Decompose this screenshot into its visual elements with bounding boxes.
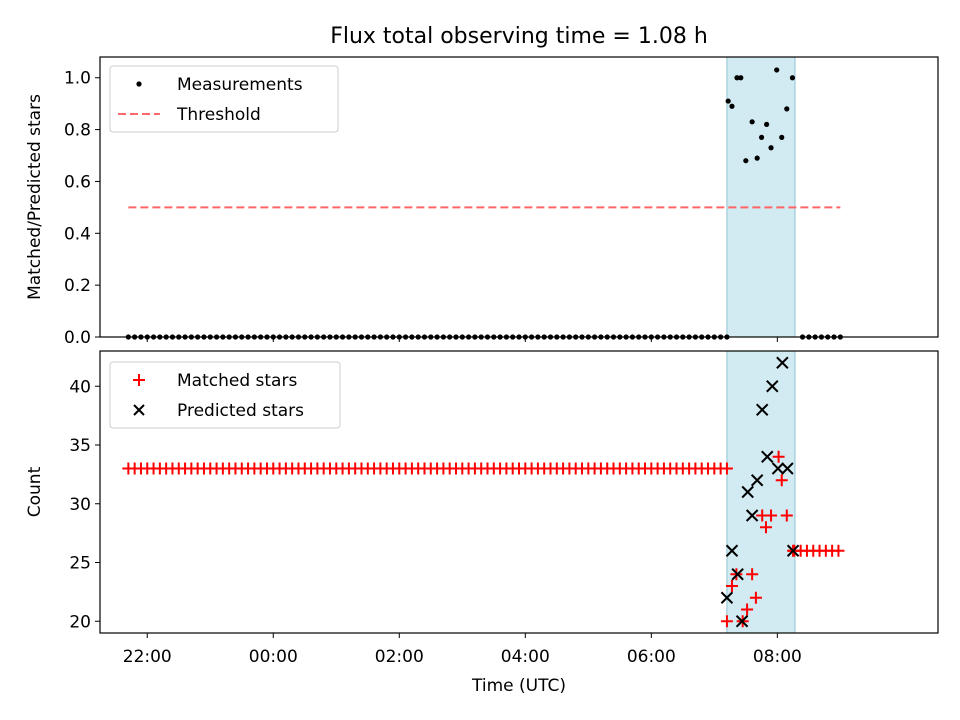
matched-star-point	[775, 474, 788, 487]
star-count-legend: Matched stars Predicted stars	[109, 361, 341, 429]
y-tick-label: 1.0	[64, 69, 91, 89]
measurement-point	[743, 158, 749, 164]
star-count-legend-box	[109, 361, 341, 429]
measurements-legend-marker	[136, 81, 142, 87]
matched-star-point	[765, 509, 778, 522]
predicted-stars-legend-label: Predicted stars	[177, 401, 304, 421]
matched-star-point	[725, 580, 738, 592]
threshold-legend-label: Threshold	[176, 105, 261, 125]
measurement-point	[734, 75, 740, 81]
predicted-star-point	[761, 450, 774, 463]
y-tick-label: 0.8	[64, 121, 91, 141]
flux-ratio-legend-box	[109, 65, 339, 133]
y-tick-label: 0.0	[64, 328, 91, 348]
measurement-point	[729, 103, 735, 109]
predicted-star-point	[776, 356, 789, 369]
flux-ratio-highlight-band	[726, 56, 796, 338]
y-tick-label: 0.6	[64, 172, 91, 192]
x-tick-label: 04:00	[501, 647, 550, 667]
matched-stars-legend-label: Matched stars	[177, 371, 297, 391]
y-tick-label: 30	[69, 495, 91, 515]
matched-star-point	[720, 462, 733, 475]
measurement-point	[789, 75, 796, 81]
measurement-point	[749, 119, 755, 125]
star-count-panel: 20 25 30 35 40 22:00 00:00 02:00 04:00 06:00 08:0…	[25, 350, 939, 667]
x-tick-label: 02:00	[375, 647, 424, 667]
x-tick-label: 00:00	[249, 647, 298, 667]
matched-star-point	[759, 521, 772, 534]
y-tick-label: 25	[69, 554, 91, 574]
star-count-y-ticks: 20 25 30 35 40	[69, 377, 100, 632]
measurement-point	[758, 134, 765, 140]
predicted-star-point	[786, 544, 800, 557]
matched-star-point	[720, 615, 733, 628]
measurement-point	[774, 67, 780, 73]
flux-ratio-plot-frame	[99, 56, 939, 338]
predicted-star-point	[750, 474, 764, 487]
measurement-point	[768, 145, 774, 151]
y-tick-label: 40	[69, 377, 91, 397]
star-count-plot-frame	[99, 350, 939, 634]
measurement-point	[784, 106, 790, 112]
predicted-stars-legend-marker	[133, 404, 145, 416]
y-tick-label: 0.4	[64, 224, 91, 244]
y-tick-label: 20	[69, 612, 91, 632]
x-tick-label: 08:00	[753, 647, 802, 667]
matched-star-point	[780, 509, 793, 522]
flux-ratio-y-ticks: 0.0 0.2 0.4 0.6 0.8 1.0	[64, 69, 100, 348]
y-tick-label: 35	[69, 436, 91, 456]
predicted-star-point	[741, 485, 754, 499]
measurement-point	[764, 121, 770, 128]
predicted-star-point	[771, 462, 785, 475]
predicted-star-point	[756, 403, 769, 416]
flux-ratio-legend: Measurements Threshold	[109, 65, 339, 133]
matched-star-point	[749, 591, 762, 604]
matched-star-point	[772, 450, 785, 463]
matched-star-point	[832, 544, 845, 557]
predicted-star-point	[725, 544, 739, 557]
flux-ratio-x-ticks	[146, 337, 778, 342]
predicted-star-point	[731, 568, 744, 581]
measurement-point	[779, 134, 785, 140]
predicted-star-point	[745, 509, 759, 522]
x-axis-label: Time (UTC)	[471, 676, 566, 696]
star-count-x-ticks: 22:00 00:00 02:00 04:00 06:00 08:00	[123, 633, 802, 667]
matched-stars-legend-marker	[133, 374, 145, 386]
predicted-star-point	[720, 591, 734, 604]
y-tick-label: 0.2	[64, 276, 91, 296]
figure-title: Flux total observing time = 1.08 h	[330, 24, 708, 49]
predicted-star-point	[766, 380, 779, 393]
x-tick-label: 22:00	[123, 647, 172, 667]
measurement-point	[725, 98, 731, 104]
star-count-highlight-band	[726, 350, 796, 634]
matched-star-point	[741, 603, 754, 616]
star-count-marks	[122, 356, 845, 628]
measurement-point	[738, 75, 744, 81]
matched-star-point	[746, 568, 759, 581]
x-tick-label: 06:00	[627, 647, 676, 667]
flux-ratio-panel: 0.0 0.2 0.4 0.6 0.8 1.0 Matched/Predicted sta…	[25, 56, 939, 348]
measurements-legend-label: Measurements	[177, 75, 303, 95]
star-count-y-axis-label: Count	[25, 466, 45, 517]
measurement-point	[754, 155, 760, 161]
flux-ratio-y-axis-label: Matched/Predicted stars	[25, 94, 45, 300]
predicted-star-point	[735, 615, 749, 628]
predicted-star-point	[781, 462, 794, 475]
